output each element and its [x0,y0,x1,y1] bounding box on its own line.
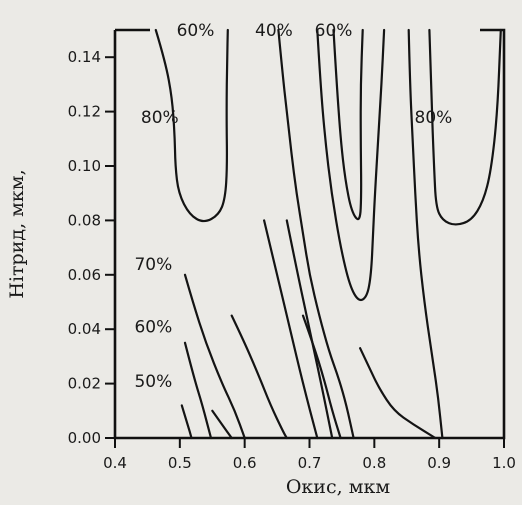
contour-line-13 [183,273,246,440]
contour-line-8 [211,409,233,440]
contour-lines [154,28,502,440]
contour-label: 50% [134,372,172,392]
contour-label: 40% [255,21,293,41]
y-axis-ticks: 0.00 0.02 0.04 0.06 0.08 0.10 0.12 0.14 [68,48,115,447]
y-tick-label: 0.14 [68,48,101,66]
contour-label: 80% [415,108,453,128]
contour-line-10 [301,314,342,440]
contour-line-5 [407,28,444,440]
contour-line-14 [183,341,213,440]
y-tick-label: 0.10 [68,157,101,175]
contour-label: 80% [141,108,179,128]
y-tick-label: 0.00 [68,429,101,447]
contour-line-7 [230,314,288,440]
plot-area: 0.000.020.040.060.080.100.120.14 0.4 0.5 0… [6,21,516,498]
plot-frame [113,28,506,440]
y-tick-label: 0.04 [68,320,101,338]
contour-label: 70% [134,255,172,275]
contour-line-6 [428,28,502,226]
contour-line-3 [316,28,386,302]
y-tick-label: 0.06 [68,266,101,284]
contour-line-2 [277,28,355,440]
x-tick-label: 0.9 [427,454,451,472]
contour-line-1 [154,28,229,223]
x-tick-label: 0.6 [233,454,257,472]
contour-line-4 [332,28,364,221]
contour-label: 60% [315,21,353,41]
y-axis-label: Нітрид, мкм, [6,169,28,298]
y-tick-label: 0.08 [68,211,101,229]
x-axis-label: Окис, мкм [286,476,390,498]
contour-label: 60% [177,21,215,41]
contour-labels: 60% 40% 60% 80% 80% 70% 60% 50% [134,21,452,392]
x-axis-ticks: 0.4 0.5 0.6 0.7 0.8 0.9 1.0 [103,438,516,472]
x-tick-label: 0.4 [103,454,127,472]
y-tick-label: 0.02 [68,375,101,393]
x-tick-label: 0.8 [362,454,386,472]
contour-line-15 [180,404,193,440]
contour-line-12 [359,347,437,440]
x-tick-label: 1.0 [492,454,516,472]
x-tick-label: 0.5 [168,454,192,472]
contour-line-11 [285,219,334,440]
y-tick-label: 0.12 [68,103,101,121]
contour-label: 60% [134,317,172,337]
contour-line-9 [263,219,319,440]
x-tick-label: 0.7 [298,454,322,472]
